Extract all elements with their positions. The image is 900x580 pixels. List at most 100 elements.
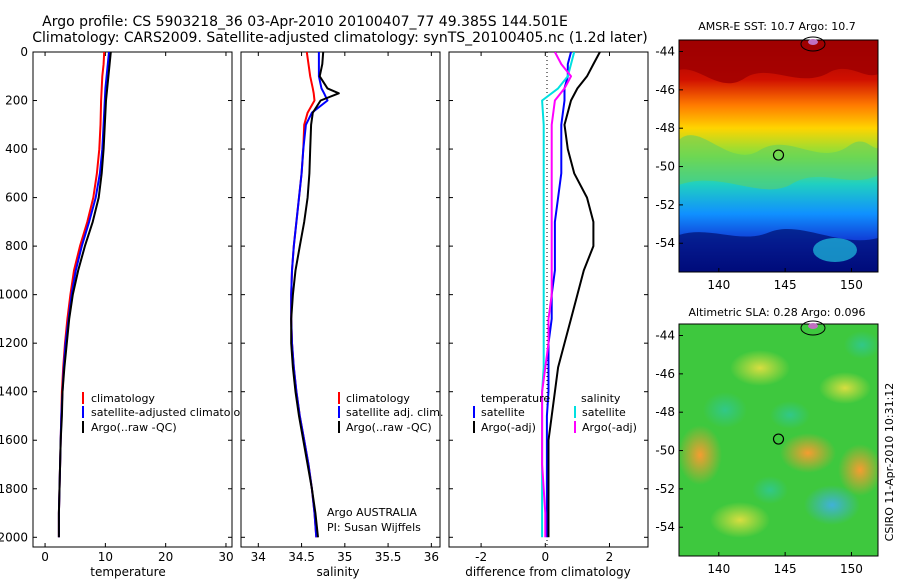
x-tick-label: 10 (98, 550, 113, 564)
legend-label-satellite: satellite adj. clim. (346, 406, 443, 419)
difference-ticks: -2 0 2 (449, 51, 648, 564)
x-tick-label: 30 (218, 550, 233, 564)
series-line-argo-raw-qc (57, 52, 112, 538)
temperature-legend: climatology satellite-adjusted climatolo… (82, 392, 254, 434)
map-edge-marker-fill (807, 39, 818, 45)
x-tick-label: 34.5 (288, 550, 315, 564)
sla-map-frame (678, 323, 879, 557)
map-y-tick-label: -50 (655, 160, 675, 174)
map-y-tick-label: -52 (655, 482, 675, 496)
y-tick-label: 200 (5, 94, 28, 108)
map-x-tick-label: 145 (774, 278, 797, 292)
map-y-tick-label: -44 (655, 329, 675, 343)
map-edge-marker (800, 320, 826, 336)
map-edge-marker (800, 36, 826, 52)
sla-negative-anomaly (752, 476, 788, 504)
salinity-legend: climatology satellite adj. clim. Argo(..… (338, 392, 443, 434)
sla-negative-anomaly (770, 401, 810, 429)
map-x-tick-label: 140 (707, 562, 730, 576)
difference-legend: temperature satellite Argo(-adj) salinit… (473, 392, 637, 434)
x-tick-label: -2 (475, 550, 487, 564)
legend-label-argo: Argo(..raw -QC) (91, 421, 177, 434)
argo-program-label: Argo AUSTRALIA (327, 506, 417, 519)
sla-warm-anomaly (780, 433, 836, 473)
difference-panel: -2 0 2 difference from climatology tempera… (448, 51, 649, 579)
legend-header-temperature: temperature (481, 392, 550, 405)
x-tick-label: 36 (424, 550, 439, 564)
x-tick-label: 2 (606, 550, 614, 564)
y-tick-label: 1000 (0, 288, 28, 302)
temperature-panel: 0 10 20 30 0 200 400 600 800 1000 1200 1400 1600 1800… (0, 45, 254, 579)
sla-field (678, 324, 882, 556)
legend-label-sal-satellite: satellite (582, 406, 626, 419)
series-line-salinity-argo-adj (541, 52, 572, 538)
difference-lines (541, 52, 601, 538)
salinity-xlabel: salinity (316, 565, 359, 579)
salinity-lines (290, 52, 340, 538)
x-tick-label: 35.5 (375, 550, 402, 564)
sst-map-title: AMSR-E SST: 10.7 Argo: 10.7 (698, 20, 856, 33)
temperature-ticks: 0 10 20 30 0 200 400 600 800 1000 1200 1400 1600 1800… (0, 45, 234, 564)
y-tick-label: 1200 (0, 336, 28, 350)
sla-float-position-marker (772, 433, 785, 445)
sla-map-ticks: 140 145 150 -44 -46 -48 -50 -52 -54 (655, 320, 863, 576)
salinity-axes-frame (240, 51, 441, 548)
legend-label-climatology: climatology (91, 392, 155, 405)
sla-positive-anomaly (710, 502, 770, 538)
map-x-tick-label: 150 (840, 278, 863, 292)
x-tick-label: 0 (541, 550, 549, 564)
map-y-tick-label: -54 (655, 236, 675, 250)
legend-label-sal-argo: Argo(-adj) (582, 421, 637, 434)
sla-negative-anomaly (703, 392, 747, 428)
map-x-tick-label: 140 (707, 278, 730, 292)
map-y-tick-label: -44 (655, 45, 675, 59)
y-tick-label: 1600 (0, 433, 28, 447)
sst-front-region (679, 135, 878, 190)
sst-float-position-marker (772, 149, 785, 161)
legend-header-salinity: salinity (581, 392, 621, 405)
series-line-argo-raw-qc (290, 52, 340, 538)
sst-map-ticks: 140 145 150 -44 -46 -48 -50 -52 -54 (655, 36, 863, 292)
legend-label-argo: Argo(..raw -QC) (346, 421, 432, 434)
map-y-tick-label: -52 (655, 198, 675, 212)
x-tick-label: 0 (41, 550, 49, 564)
salinity-panel: 34 34.5 35 35.5 36 salinity climatology sate… (240, 51, 443, 579)
sst-warm-region (679, 40, 878, 84)
y-tick-label: 1800 (0, 482, 28, 496)
argo-pi-label: PI: Susan Wijffels (327, 521, 421, 534)
sla-warm-anomaly (678, 425, 722, 485)
y-tick-label: 0 (20, 45, 28, 59)
sst-field (679, 40, 878, 272)
x-tick-label: 35 (337, 550, 352, 564)
difference-xlabel: difference from climatology (465, 565, 631, 579)
x-tick-label: 34 (251, 550, 266, 564)
salinity-ticks: 34 34.5 35 35.5 36 (241, 51, 440, 564)
y-tick-label: 400 (5, 142, 28, 156)
map-y-tick-label: -46 (655, 367, 675, 381)
sla-positive-anomaly (819, 372, 871, 404)
series-line-temperature-argo-adj (547, 52, 601, 538)
temperature-axes-frame (32, 51, 233, 548)
map-y-tick-label: -50 (655, 444, 675, 458)
sla-map-title: Altimetric SLA: 0.28 Argo: 0.096 (688, 306, 865, 319)
temperature-lines (57, 52, 112, 538)
x-tick-label: 20 (158, 550, 173, 564)
sla-warm-anomaly (838, 444, 882, 496)
legend-label-satellite: satellite-adjusted climatology (91, 406, 254, 419)
y-tick-label: 600 (5, 191, 28, 205)
figure-title-line2: Climatology: CARS2009. Satellite-adjuste… (32, 30, 647, 46)
temperature-xlabel: temperature (90, 565, 165, 579)
map-edge-marker-fill (807, 323, 818, 329)
y-tick-label: 1400 (0, 385, 28, 399)
legend-label-temp-satellite: satellite (481, 406, 525, 419)
sla-map-panel: Altimetric SLA: 0.28 Argo: 0.096 140 145 1… (655, 306, 882, 576)
y-tick-label: 800 (5, 239, 28, 253)
sla-positive-anomaly (730, 350, 790, 386)
y-tick-label: 2000 (0, 530, 28, 544)
credit-timestamp: CSIRO 11-Apr-2010 10:31:12 (883, 383, 896, 542)
map-x-tick-label: 150 (840, 562, 863, 576)
map-y-tick-label: -48 (655, 121, 675, 135)
map-y-tick-label: -48 (655, 405, 675, 419)
sst-map-frame (678, 39, 879, 273)
